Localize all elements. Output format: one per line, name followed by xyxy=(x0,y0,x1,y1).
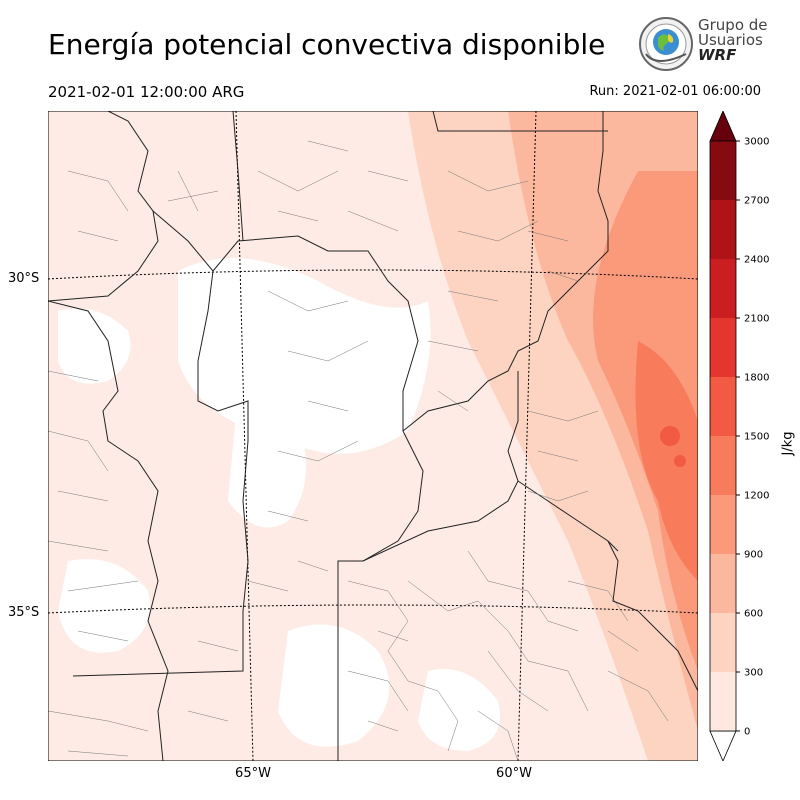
lon-label-65w: 65°W xyxy=(235,766,271,781)
wrf-group-logo: Grupo de Usuarios WRF xyxy=(638,16,768,76)
colorbar-tick-label: 1500 xyxy=(744,432,769,443)
colorbar-tick-label: 1800 xyxy=(744,373,769,384)
valid-time: 2021-02-01 12:00:00 ARG xyxy=(48,83,245,101)
coastline xyxy=(607,540,698,692)
colorbar-levels xyxy=(709,111,737,761)
graticule xyxy=(48,111,698,761)
colorbar-level xyxy=(710,200,736,259)
colorbar-tick-label: 600 xyxy=(744,609,763,620)
colorbar-tick-label: 2100 xyxy=(744,314,769,325)
colorbar-tick-label: 1200 xyxy=(744,491,769,502)
globe-seal-icon xyxy=(639,17,693,71)
colorbar-tick-label: 300 xyxy=(744,668,763,679)
colorbar-level xyxy=(710,318,736,377)
colorbar-extend-min xyxy=(709,730,737,761)
colorbar-level xyxy=(710,259,736,318)
department-boundaries xyxy=(48,140,669,761)
colorbar-level xyxy=(710,672,736,731)
cape-field xyxy=(48,111,698,761)
colorbar-level xyxy=(710,436,736,495)
logo-line-3: WRF xyxy=(698,46,737,64)
logo-line-2: Usuarios xyxy=(698,31,763,49)
colorbar-ticks: 0 300 600 900 1200 1500 1800 2100 2400 2700 3000 xyxy=(736,137,769,738)
colorbar-tick-label: 2400 xyxy=(744,255,769,266)
colorbar-level xyxy=(710,554,736,613)
colorbar: 0 300 600 900 1200 1500 1800 2100 2400 2700 3000 xyxy=(709,111,769,761)
map-title: Energía potencial convectiva disponible xyxy=(48,28,606,61)
colorbar-level xyxy=(710,141,736,200)
lat-label-35s: 35°S xyxy=(8,605,40,620)
colorbar-tick-label: 0 xyxy=(744,727,750,738)
lat-label-30s: 30°S xyxy=(8,271,40,286)
run-time: Run: 2021-02-01 06:00:00 xyxy=(589,84,761,99)
colorbar-tick-label: 2700 xyxy=(744,196,769,207)
colorbar-level xyxy=(710,495,736,554)
colorbar-unit: J/kg xyxy=(780,431,796,456)
cape-map xyxy=(48,111,698,761)
colorbar-extend-max xyxy=(709,111,737,142)
colorbar-tick-label: 3000 xyxy=(744,137,769,148)
logo-line-1: Grupo de xyxy=(698,16,768,34)
colorbar-tick-label: 900 xyxy=(744,550,763,561)
colorbar-level xyxy=(710,377,736,436)
lon-label-60w: 60°W xyxy=(496,766,532,781)
colorbar-level xyxy=(710,613,736,672)
